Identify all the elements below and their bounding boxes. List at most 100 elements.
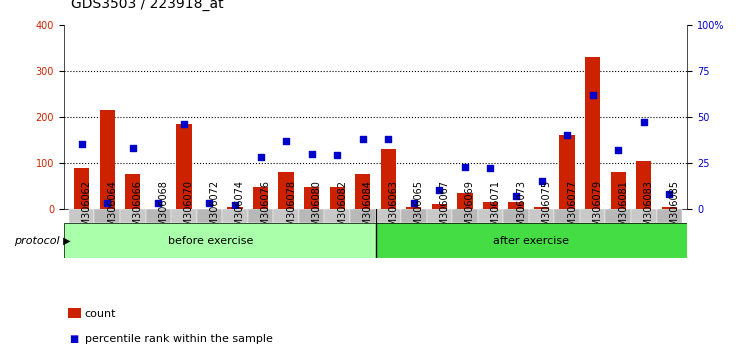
Bar [350,209,376,223]
Bar [611,172,626,209]
Bar [483,202,498,209]
Text: GSM306074: GSM306074 [235,180,245,239]
Point [382,136,394,142]
Bar [452,209,478,223]
Bar [376,223,687,258]
Bar [427,209,452,223]
Bar [605,209,631,223]
Point [306,151,318,156]
Text: GDS3503 / 223918_at: GDS3503 / 223918_at [71,0,224,11]
Bar [580,209,605,223]
Bar [406,207,421,209]
Text: GSM306063: GSM306063 [388,180,398,239]
Bar [534,207,549,209]
Bar [176,124,192,209]
Bar [656,209,682,223]
Text: GSM306079: GSM306079 [593,180,602,239]
Text: GSM306077: GSM306077 [567,180,577,239]
Point [510,193,522,199]
Bar [585,57,600,209]
Point [280,138,292,144]
Bar [120,209,146,223]
Bar [554,209,580,223]
Bar [197,209,222,223]
Bar [503,209,529,223]
Point [535,178,547,184]
Text: GSM306072: GSM306072 [210,180,219,239]
Point [638,120,650,125]
Bar [324,209,350,223]
Text: GSM306082: GSM306082 [337,180,347,239]
Bar [381,149,396,209]
Text: GSM306083: GSM306083 [644,180,653,239]
Text: GSM306070: GSM306070 [184,180,194,239]
Bar [100,110,115,209]
Point [76,142,88,147]
Text: ■: ■ [69,334,78,344]
Bar [95,209,120,223]
Text: GSM306064: GSM306064 [107,180,117,239]
Bar [228,207,243,209]
Bar [171,209,197,223]
Bar [253,187,268,209]
Bar [662,207,677,209]
Point [357,136,369,142]
Point [331,153,343,158]
Bar [304,187,319,209]
Text: GSM306069: GSM306069 [465,180,475,239]
Text: before exercise: before exercise [168,236,253,246]
Point [127,145,139,151]
Text: GSM306065: GSM306065 [414,180,424,239]
Text: protocol: protocol [14,236,60,246]
Point [101,200,113,206]
Bar [299,209,324,223]
Bar [529,209,554,223]
Bar [376,209,401,223]
Bar [222,209,248,223]
Point [561,132,573,138]
Text: GSM306073: GSM306073 [516,180,526,239]
Point [612,147,624,153]
Bar [125,175,140,209]
Bar [279,172,294,209]
Text: GSM306068: GSM306068 [158,180,168,239]
Text: GSM306084: GSM306084 [363,180,372,239]
Bar [508,202,523,209]
Text: ▶: ▶ [60,236,71,246]
Bar [146,209,171,223]
Point [484,166,496,171]
Bar [330,187,345,209]
Bar [432,204,447,209]
Text: GSM306067: GSM306067 [439,180,449,239]
Text: after exercise: after exercise [493,236,569,246]
Text: GSM306078: GSM306078 [286,180,296,239]
Bar [64,223,376,258]
Bar [478,209,503,223]
Point [459,164,471,169]
Point [229,202,241,208]
Bar [631,209,656,223]
Text: GSM306081: GSM306081 [618,180,628,239]
Text: GSM306062: GSM306062 [82,180,92,239]
Text: GSM306071: GSM306071 [490,180,500,239]
Bar [273,209,299,223]
Bar [559,135,575,209]
Point [178,121,190,127]
Point [587,92,599,98]
Text: count: count [85,309,116,319]
Point [204,200,216,206]
Text: GSM306085: GSM306085 [669,180,680,239]
Bar [401,209,427,223]
Bar [457,193,472,209]
Point [152,200,164,206]
Bar [636,161,651,209]
Bar [248,209,273,223]
Text: GSM306066: GSM306066 [133,180,143,239]
Bar [355,175,370,209]
Point [408,200,420,206]
Text: GSM306076: GSM306076 [261,180,270,239]
Point [255,154,267,160]
Text: GSM306075: GSM306075 [541,180,551,239]
Bar [74,169,89,209]
Text: GSM306080: GSM306080 [312,180,321,239]
